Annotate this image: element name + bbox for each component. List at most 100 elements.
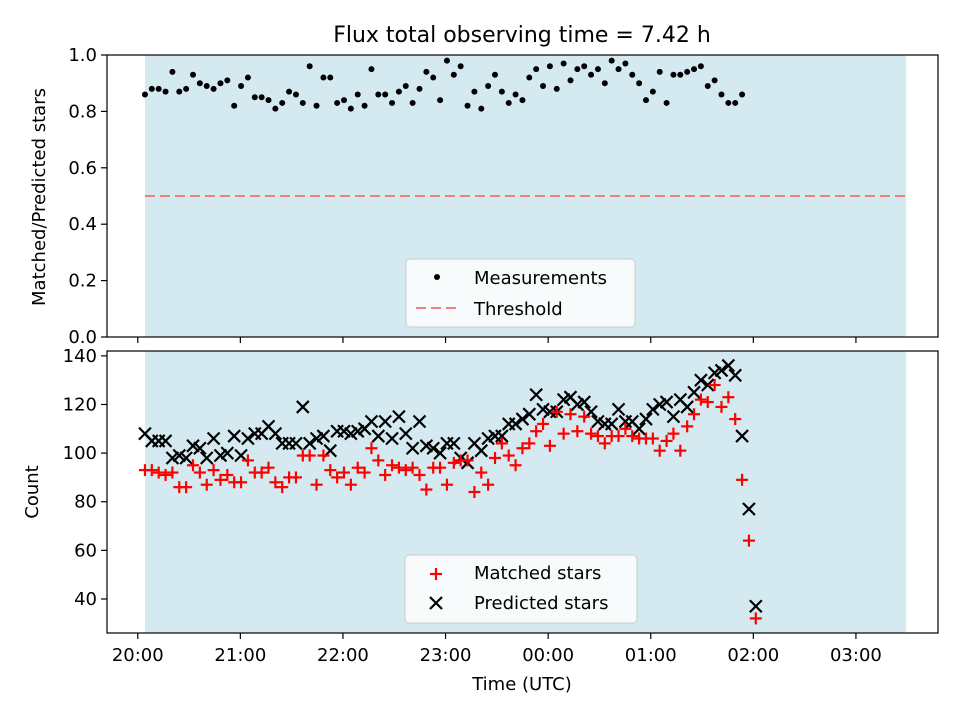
predicted-star-marker	[289, 436, 303, 451]
x-marker-stroke	[138, 426, 152, 441]
measurement-point	[292, 91, 299, 98]
y-tick-label: 1.0	[68, 45, 97, 66]
x-marker-stroke	[227, 429, 241, 443]
measurement-point	[217, 80, 224, 87]
matched-star-marker	[729, 413, 742, 426]
predicted-star-marker	[179, 451, 193, 465]
measurement-point	[210, 85, 217, 92]
measurement-point	[231, 102, 238, 109]
matched-star-marker	[317, 449, 330, 462]
matched-star-marker	[241, 454, 254, 467]
x-marker-stroke	[302, 436, 317, 451]
matched-star-marker	[681, 420, 694, 433]
measurement-point	[608, 57, 615, 64]
measurement-point	[725, 99, 732, 106]
matched-star-marker	[434, 461, 447, 474]
measurement-point	[196, 80, 203, 87]
measurement-point	[491, 71, 498, 78]
x-marker-stroke	[625, 414, 640, 429]
matched-star-marker	[187, 459, 200, 472]
matched-star-marker	[585, 427, 598, 440]
matched-star-marker	[145, 464, 158, 477]
matched-star-marker	[537, 417, 550, 430]
measurement-point	[279, 99, 286, 106]
predicted-star-marker	[515, 412, 530, 426]
predicted-star-marker	[508, 417, 523, 431]
measurement-point	[299, 99, 306, 106]
measurement-point	[313, 102, 320, 109]
predicted-star-marker	[700, 378, 715, 392]
measurement-point	[546, 63, 553, 70]
matched-star-marker	[180, 481, 193, 494]
predicted-star-marker	[529, 387, 543, 402]
measurement-point	[697, 63, 704, 70]
matched-star-marker	[406, 461, 419, 474]
x-marker-stroke	[749, 599, 763, 614]
measurement-point	[141, 91, 148, 98]
x-marker-stroke	[241, 431, 255, 446]
matched-star-marker	[310, 478, 323, 491]
measurement-point	[629, 71, 636, 78]
measurement-point	[471, 88, 478, 95]
measurement-point	[409, 99, 416, 106]
measurement-point	[340, 97, 347, 104]
predicted-star-marker	[680, 400, 694, 414]
x-marker-stroke	[673, 392, 688, 407]
predicted-star-marker	[646, 402, 660, 417]
legend-measurements-label: Measurements	[474, 268, 607, 289]
matched-star-marker	[468, 486, 481, 498]
x-marker-stroke	[206, 431, 221, 446]
matched-star-marker	[324, 464, 337, 477]
matched-star-marker	[255, 466, 268, 479]
predicted-star-marker	[721, 358, 736, 373]
measurement-point	[203, 83, 210, 90]
x-marker-stroke	[371, 429, 386, 443]
measurement-point	[574, 66, 581, 73]
x-axis-ticks: 20:00 21:00 22:00 23:00 00:00 01:00 02:00 03:00	[112, 633, 882, 666]
matched-star-marker	[399, 464, 412, 477]
x-marker-stroke	[268, 426, 283, 441]
matched-star-marker	[344, 478, 357, 491]
measurement-point	[457, 63, 464, 70]
predicted-star-marker	[405, 441, 420, 456]
matched-star-marker	[193, 466, 206, 479]
matched-star-marker	[701, 396, 714, 409]
measurement-point	[402, 83, 409, 90]
x-marker-stroke	[694, 373, 708, 387]
measurement-points	[141, 57, 746, 112]
matched-star-marker	[276, 481, 289, 494]
measurement-point	[416, 85, 423, 92]
x-marker-stroke	[680, 400, 694, 414]
matched-star-marker	[482, 478, 495, 491]
measurement-point	[581, 63, 588, 70]
matched-star-marker	[509, 459, 522, 472]
measurement-point	[526, 74, 533, 81]
predicted-star-marker	[694, 373, 708, 387]
measurement-point	[684, 68, 691, 75]
x-marker-stroke	[289, 436, 303, 451]
measurement-point	[258, 94, 265, 101]
predicted-star-marker	[364, 414, 379, 429]
legend: Matched stars Predicted stars	[404, 554, 638, 624]
measurement-point	[560, 60, 567, 67]
x-axis-ticks	[137, 337, 857, 343]
measurement-point	[251, 94, 258, 101]
matched-star-marker	[337, 466, 350, 479]
measurement-point	[663, 99, 670, 106]
x-marker-stroke	[261, 419, 276, 434]
matched-star-marker	[461, 454, 474, 467]
matched-star-marker	[475, 466, 488, 479]
predicted-stars-points	[138, 358, 763, 614]
measurement-point	[361, 102, 368, 109]
matched-star-marker	[214, 473, 227, 486]
measurement-point	[588, 71, 595, 78]
x-tick-label: 22:00	[317, 645, 369, 666]
x-marker-stroke	[337, 424, 351, 439]
measurement-point	[567, 77, 574, 84]
y-tick-label: 100	[63, 443, 97, 464]
measurement-point	[601, 80, 608, 87]
predicted-star-marker	[241, 431, 255, 446]
x-marker-stroke	[728, 368, 742, 383]
y-axis-label: Count	[22, 465, 43, 518]
matched-star-marker	[688, 408, 701, 421]
